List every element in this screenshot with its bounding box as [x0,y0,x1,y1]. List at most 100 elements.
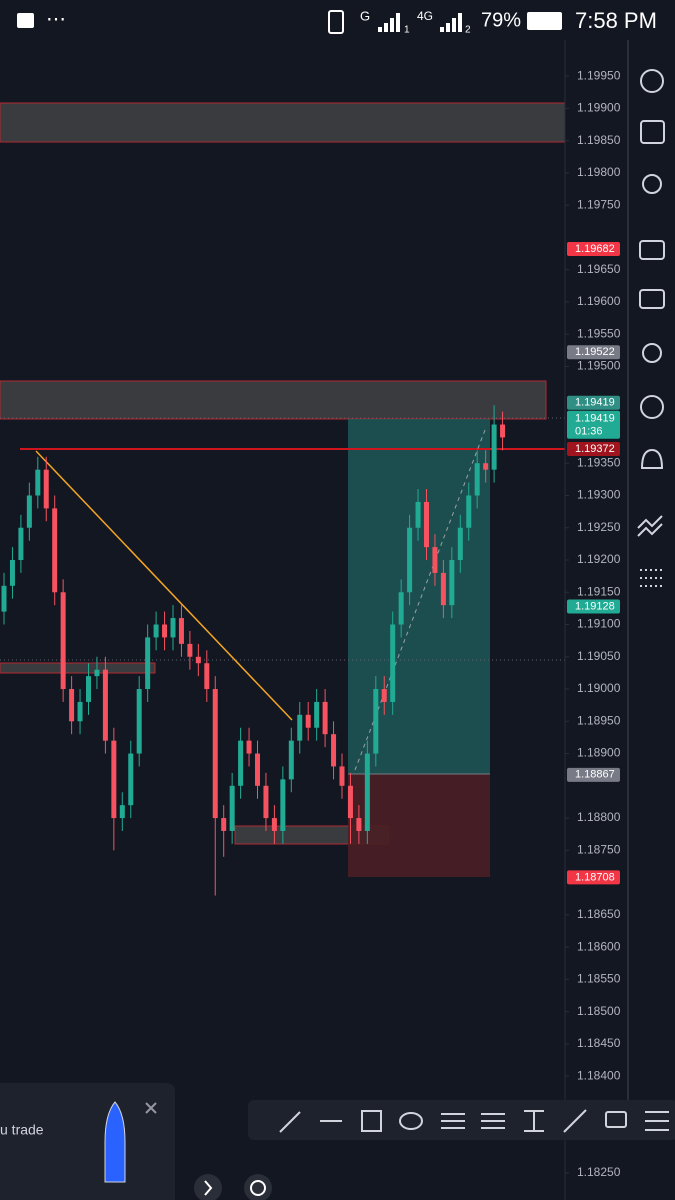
battery-icon [527,12,562,30]
y-tick-label: 1.19050 [577,649,621,663]
candle-body [52,508,58,593]
chart-area [0,102,566,877]
close-button[interactable] [145,1102,157,1114]
tool[interactable] [279,1111,301,1133]
status-bar: ⋯ G 1 4G 2 79% 7:58 PM [0,0,675,40]
icon[interactable] [642,343,662,363]
candle-body [69,689,75,722]
price-label: 1.19522 [575,346,615,358]
zone [0,662,156,674]
candle-body [356,818,362,831]
candle-body [128,753,134,806]
candle-body [102,669,108,741]
candle-body [170,618,176,638]
candle-body [187,643,193,657]
tool[interactable] [524,1110,544,1132]
signal-icon [440,13,462,32]
candle-body [483,463,489,470]
candle-body [86,676,91,702]
icon[interactable] [640,395,664,419]
loss-area [348,774,490,877]
price-label-bg [567,767,620,782]
candle-body [449,560,455,606]
icon[interactable] [642,174,662,194]
candle-body [9,560,15,586]
tool[interactable] [481,1113,505,1129]
candle-body [212,689,218,819]
candle-body [195,656,201,664]
price-label-bg [567,242,620,257]
y-tick-label: 1.19200 [577,552,621,566]
candle-body [1,585,7,612]
trend-line [35,450,293,721]
next-button[interactable] [194,1174,222,1200]
candle-body [77,701,83,722]
y-tick-label: 1.18450 [577,1036,621,1050]
y-tick-label: 1.19350 [577,455,621,469]
network-type: G [360,8,370,23]
price-label-bg [567,442,620,457]
candle-body [339,766,345,786]
right-toolbar [627,40,675,1100]
icon[interactable] [640,448,664,469]
signal-icon [378,13,400,32]
tool[interactable] [605,1111,627,1128]
y-tick-label: 1.19950 [577,68,621,82]
zone [0,380,547,420]
y-tick-label: 1.18550 [577,972,621,986]
y-tick-label: 1.18950 [577,713,621,727]
candle-body [288,740,294,780]
candle-body [178,618,184,644]
clock: 7:58 PM [575,8,657,33]
candle-body [331,734,337,767]
price-label-bg [567,345,620,360]
candle-body [466,495,472,528]
candle-body [43,469,49,509]
candle-body [145,637,151,690]
candle-body [500,424,506,438]
y-tick-label: 1.19750 [577,197,621,211]
candle-body [246,740,252,754]
icon[interactable] [639,240,665,260]
candle-body [60,592,66,690]
arrow-icon [204,1180,213,1196]
icon[interactable] [640,69,664,93]
icon[interactable] [640,569,664,587]
icon[interactable] [637,515,663,537]
price-label: 1.19128 [575,600,615,612]
icon[interactable] [639,289,665,309]
candle-body [136,689,142,754]
network-type: 4G [417,9,433,23]
y-tick-label: 1.18600 [577,939,621,953]
reset-button[interactable] [244,1174,272,1200]
y-tick-label: 1.19650 [577,262,621,276]
candle-body [398,592,404,625]
tool[interactable] [361,1110,382,1132]
tool[interactable] [563,1109,587,1133]
price-label-bg [567,599,620,614]
rocket-icon [104,1101,126,1183]
y-tick-label: 1.19250 [577,520,621,534]
price-label: 1.19372 [575,443,615,455]
candle-body [35,469,41,496]
candle-body [271,818,277,831]
candle-body [474,463,480,496]
candle-body [314,701,320,728]
candle-body [18,527,24,560]
tool[interactable] [441,1113,465,1129]
candle-body [381,689,387,702]
y-tick-label: 1.19150 [577,584,621,598]
icon[interactable] [640,120,665,144]
candle-body [415,501,421,528]
candle-body [373,689,379,754]
price-label: 1.18708 [575,871,615,883]
y-tick-label: 1.18250 [577,1165,621,1179]
candle-body [111,740,117,819]
tool[interactable] [645,1111,669,1131]
candle-body [491,424,497,470]
tool[interactable] [399,1112,423,1130]
candle-body [119,805,125,819]
candle-body [424,501,429,548]
candle-body [162,624,168,638]
